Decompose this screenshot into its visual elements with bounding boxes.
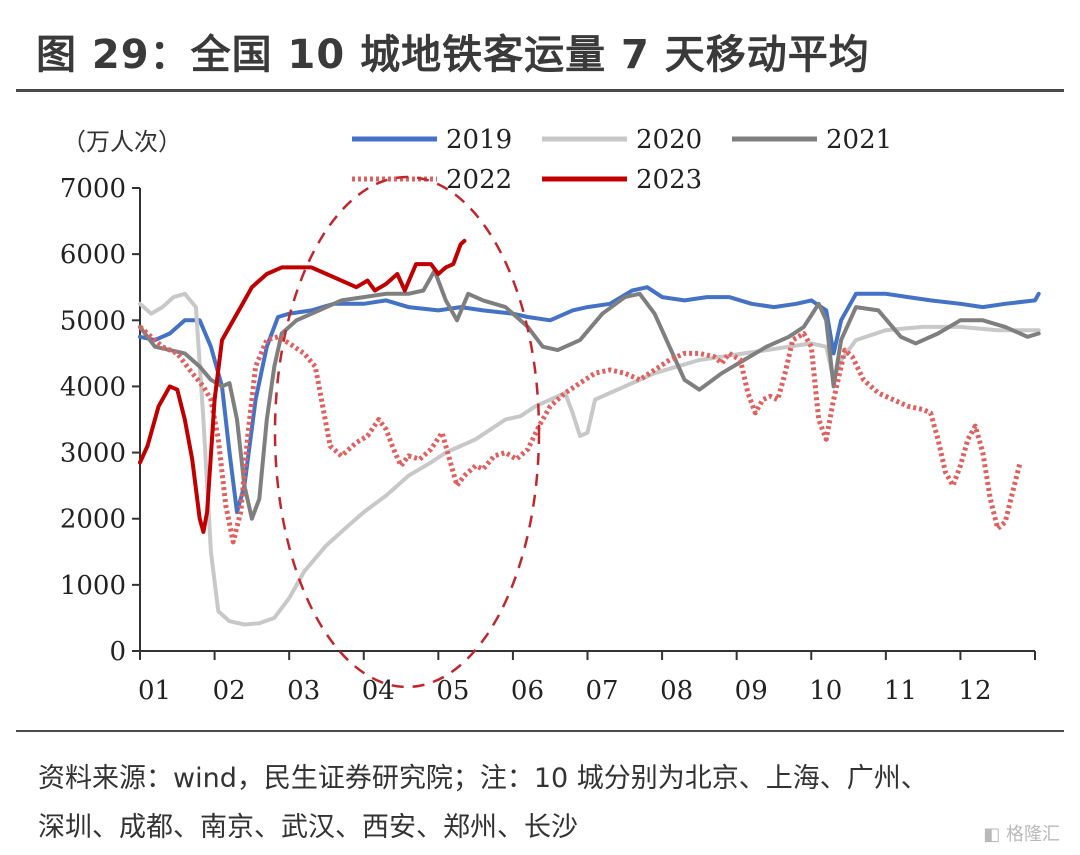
legend-label: 2023: [636, 165, 702, 195]
x-tick-label: 05: [436, 676, 469, 706]
page-title: 图 29：全国 10 城地铁客运量 7 天移动平均: [36, 32, 870, 78]
legend-label: 2022: [446, 165, 512, 195]
x-tick-label: 01: [138, 676, 171, 706]
x-tick-label: 08: [660, 676, 693, 706]
x-tick-label: 07: [586, 676, 619, 706]
legend-label: 2021: [826, 125, 892, 155]
y-tick-label: 0: [109, 637, 126, 667]
y-axis-label: （万人次）: [62, 128, 182, 156]
line-chart: （万人次） 0 1000 2000 3000 4000 5000 6000 7000 01 02 0…: [60, 125, 1041, 706]
legend-label: 2020: [636, 125, 702, 155]
legend-item-2022: 2022: [352, 165, 512, 195]
y-tick-label: 3000: [60, 439, 126, 469]
highlight-ellipse: [273, 175, 541, 689]
watermark-logo: ◧ 格隆汇: [983, 824, 1060, 845]
y-tick-label: 4000: [60, 372, 126, 402]
legend-label: 2019: [446, 125, 512, 155]
legend-item-2020: 2020: [542, 125, 702, 155]
chart-series: [138, 238, 1041, 627]
y-tick-label: 2000: [60, 505, 126, 535]
series-line-2021: [138, 268, 1041, 521]
footer-divider: [16, 730, 1064, 732]
x-tick-label: 06: [511, 676, 544, 706]
chart-legend: 2019 2020 2021 2022 2023: [352, 125, 892, 195]
legend-item-2021: 2021: [732, 125, 892, 155]
x-tick-label: 10: [809, 676, 842, 706]
y-tick-label: 7000: [60, 174, 126, 204]
y-tick-label: 1000: [60, 571, 126, 601]
y-tick-label: 6000: [60, 240, 126, 270]
x-tick-label: 12: [958, 676, 991, 706]
series-line-2020: [138, 291, 1041, 627]
watermark-text: 格隆汇: [1006, 824, 1060, 845]
x-tick-label: 03: [287, 676, 320, 706]
series-line-2023: [138, 238, 467, 534]
x-tick-label: 09: [735, 676, 768, 706]
source-note-line-1: 资料来源：wind，民生证券研究院；注：10 城分别为北京、上海、广州、: [38, 763, 928, 794]
y-tick-label: 5000: [60, 306, 126, 336]
series-line-2022: [138, 325, 1023, 545]
series-line-2019: [138, 285, 1041, 515]
x-tick-label: 11: [884, 676, 917, 706]
title-divider: [16, 89, 1064, 92]
legend-item-2019: 2019: [352, 125, 512, 155]
source-note-line-2: 深圳、成都、南京、武汉、西安、郑州、长沙: [38, 812, 578, 843]
x-tick-label: 02: [213, 676, 246, 706]
legend-item-2023: 2023: [542, 165, 702, 195]
